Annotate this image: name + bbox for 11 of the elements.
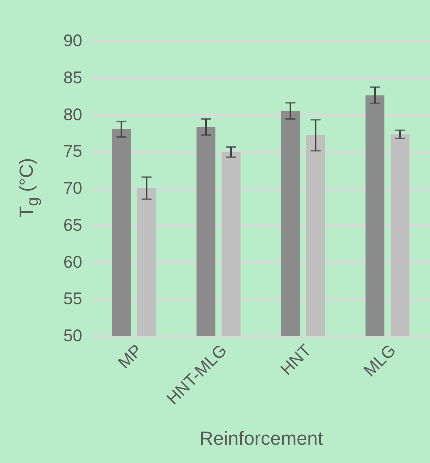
y-tick-label: 70 xyxy=(64,179,82,198)
y-tick-label: 60 xyxy=(64,252,82,272)
x-axis-title: Reinforcement xyxy=(200,428,324,450)
y-tick-label: 55 xyxy=(64,290,82,309)
y-tick-label: 85 xyxy=(64,68,82,88)
y-tick-label: 75 xyxy=(64,142,82,162)
y-tick-label: 80 xyxy=(64,105,82,124)
x-tick-label: MP xyxy=(114,341,146,373)
y-tick-label: 50 xyxy=(64,326,82,346)
y-tick-label: 65 xyxy=(64,216,82,235)
y-tick-label: 90 xyxy=(64,32,82,50)
